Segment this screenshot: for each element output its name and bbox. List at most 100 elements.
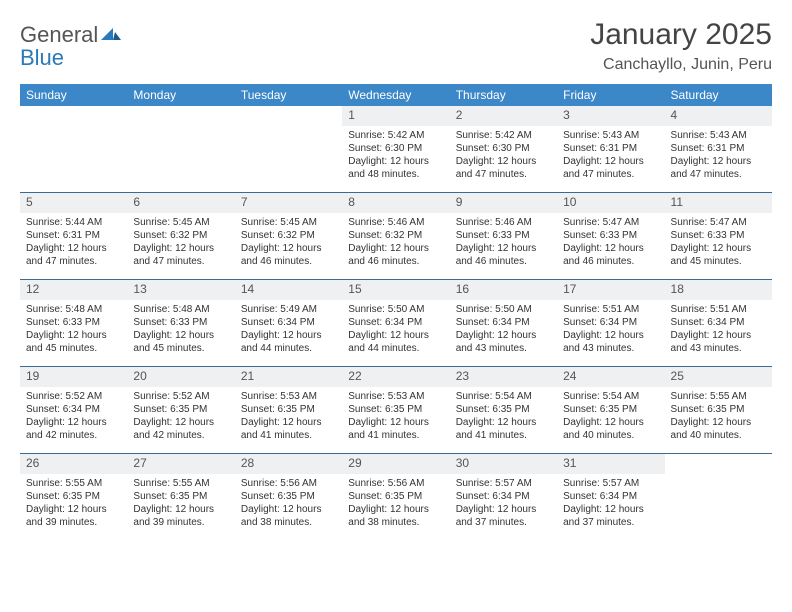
daylight-line: Daylight: 12 hours and 47 minutes. bbox=[563, 155, 658, 181]
daylight-line: Daylight: 12 hours and 46 minutes. bbox=[241, 242, 336, 268]
calendar-day bbox=[127, 106, 234, 192]
calendar-day: 25Sunrise: 5:55 AMSunset: 6:35 PMDayligh… bbox=[665, 367, 772, 453]
calendar-day: 29 Sunrise: 5:56 AMSunset: 6:35 PMDayligh… bbox=[342, 454, 449, 540]
calendar-day: 6 Sunrise: 5:45 AMSunset: 6:32 PMDaylight… bbox=[127, 193, 234, 279]
sunrise-line: Sunrise: 5:57 AM bbox=[456, 477, 551, 490]
calendar-day: 10 Sunrise: 5:47 AMSunset: 6:33 PMDayligh… bbox=[557, 193, 664, 279]
header: General Blue January 2025 Canchayllo, Ju… bbox=[20, 18, 772, 74]
day-details: Sunrise: 5:56 AMSunset: 6:35 PMDaylight:… bbox=[342, 477, 449, 529]
day-number: 5 bbox=[20, 193, 127, 213]
sunset-line: Sunset: 6:33 PM bbox=[133, 316, 228, 329]
daylight-line: Daylight: 12 hours and 45 minutes. bbox=[671, 242, 766, 268]
daylight-line: Daylight: 12 hours and 46 minutes. bbox=[348, 242, 443, 268]
sunset-line: Sunset: 6:31 PM bbox=[26, 229, 121, 242]
calendar-day: 27Sunrise: 5:55 AMSunset: 6:35 PMDayligh… bbox=[127, 454, 234, 540]
sunset-line: Sunset: 6:33 PM bbox=[563, 229, 658, 242]
sunrise-line: Sunrise: 5:50 AM bbox=[348, 303, 443, 316]
day-details: Sunrise: 5:52 AMSunset: 6:34 PMDaylight:… bbox=[20, 390, 127, 442]
calendar-day: 3Sunrise: 5:43 AMSunset: 6:31 PMDaylight… bbox=[557, 106, 664, 192]
day-details: Sunrise: 5:45 AMSunset: 6:32 PMDaylight:… bbox=[127, 216, 234, 268]
daylight-line: Daylight: 12 hours and 46 minutes. bbox=[456, 242, 551, 268]
daylight-line: Daylight: 12 hours and 41 minutes. bbox=[241, 416, 336, 442]
weekday-header: Saturday bbox=[665, 84, 772, 106]
daylight-line: Daylight: 12 hours and 44 minutes. bbox=[241, 329, 336, 355]
sunrise-line: Sunrise: 5:43 AM bbox=[563, 129, 658, 142]
calendar-day: 13Sunrise: 5:48 AMSunset: 6:33 PMDayligh… bbox=[127, 280, 234, 366]
day-details: Sunrise: 5:54 AMSunset: 6:35 PMDaylight:… bbox=[450, 390, 557, 442]
logo-text: General Blue bbox=[20, 24, 121, 70]
daylight-line: Daylight: 12 hours and 38 minutes. bbox=[348, 503, 443, 529]
sunrise-line: Sunrise: 5:57 AM bbox=[563, 477, 658, 490]
daylight-line: Daylight: 12 hours and 42 minutes. bbox=[26, 416, 121, 442]
sunset-line: Sunset: 6:34 PM bbox=[348, 316, 443, 329]
day-number: 14 bbox=[235, 280, 342, 300]
day-number: 15 bbox=[342, 280, 449, 300]
day-number: 23 bbox=[450, 367, 557, 387]
sunrise-line: Sunrise: 5:53 AM bbox=[348, 390, 443, 403]
daylight-line: Daylight: 12 hours and 47 minutes. bbox=[133, 242, 228, 268]
calendar-day bbox=[20, 106, 127, 192]
calendar-week: 5 Sunrise: 5:44 AMSunset: 6:31 PM Daylight… bbox=[20, 192, 772, 279]
sunrise-line: Sunrise: 5:54 AM bbox=[563, 390, 658, 403]
sunrise-line: Sunrise: 5:56 AM bbox=[348, 477, 443, 490]
day-details: Sunrise: 5:56 AMSunset: 6:35 PMDaylight:… bbox=[235, 477, 342, 529]
sunset-line: Sunset: 6:34 PM bbox=[563, 316, 658, 329]
day-number: 10 bbox=[557, 193, 664, 213]
daylight-line: Daylight: 12 hours and 41 minutes. bbox=[348, 416, 443, 442]
sunset-line: Sunset: 6:33 PM bbox=[26, 316, 121, 329]
calendar-day: 4Sunrise: 5:43 AMSunset: 6:31 PMDaylight… bbox=[665, 106, 772, 192]
sunrise-line: Sunrise: 5:47 AM bbox=[563, 216, 658, 229]
calendar-day: 30Sunrise: 5:57 AMSunset: 6:34 PMDayligh… bbox=[450, 454, 557, 540]
calendar-day: 21Sunrise: 5:53 AMSunset: 6:35 PMDayligh… bbox=[235, 367, 342, 453]
day-details: Sunrise: 5:50 AMSunset: 6:34 PMDaylight:… bbox=[450, 303, 557, 355]
day-number: 26 bbox=[20, 454, 127, 474]
day-number: 7 bbox=[235, 193, 342, 213]
logo-word2: Blue bbox=[20, 45, 64, 70]
weekday-header: Thursday bbox=[450, 84, 557, 106]
sunset-line: Sunset: 6:35 PM bbox=[241, 490, 336, 503]
month-title: January 2025 bbox=[590, 18, 772, 52]
day-details: Sunrise: 5:47 AMSunset: 6:33 PMDaylight:… bbox=[557, 216, 664, 268]
calendar-week: 26Sunrise: 5:55 AMSunset: 6:35 PMDayligh… bbox=[20, 453, 772, 540]
sunset-line: Sunset: 6:34 PM bbox=[241, 316, 336, 329]
daylight-line: Daylight: 12 hours and 43 minutes. bbox=[671, 329, 766, 355]
logo: General Blue bbox=[20, 18, 121, 70]
calendar-week: 19Sunrise: 5:52 AMSunset: 6:34 PMDayligh… bbox=[20, 366, 772, 453]
daylight-line: Daylight: 12 hours and 47 minutes. bbox=[456, 155, 551, 181]
weekday-header: Monday bbox=[127, 84, 234, 106]
sunset-line: Sunset: 6:35 PM bbox=[671, 403, 766, 416]
daylight-line: Daylight: 12 hours and 44 minutes. bbox=[348, 329, 443, 355]
day-number: 8 bbox=[342, 193, 449, 213]
sunset-line: Sunset: 6:32 PM bbox=[348, 229, 443, 242]
sunset-line: Sunset: 6:32 PM bbox=[133, 229, 228, 242]
calendar-day: 17Sunrise: 5:51 AMSunset: 6:34 PMDayligh… bbox=[557, 280, 664, 366]
day-details: Sunrise: 5:48 AMSunset: 6:33 PMDaylight:… bbox=[127, 303, 234, 355]
calendar-day: 23 Sunrise: 5:54 AMSunset: 6:35 PMDayligh… bbox=[450, 367, 557, 453]
calendar-day: 2Sunrise: 5:42 AMSunset: 6:30 PMDaylight… bbox=[450, 106, 557, 192]
daylight-line: Daylight: 12 hours and 40 minutes. bbox=[671, 416, 766, 442]
calendar-day: 28Sunrise: 5:56 AMSunset: 6:35 PMDayligh… bbox=[235, 454, 342, 540]
day-number: 6 bbox=[127, 193, 234, 213]
day-details: Sunrise: 5:50 AMSunset: 6:34 PMDaylight:… bbox=[342, 303, 449, 355]
day-number: 29 bbox=[342, 454, 449, 474]
day-details: Sunrise: 5:54 AMSunset: 6:35 PMDaylight:… bbox=[557, 390, 664, 442]
calendar-day: 7Sunrise: 5:45 AMSunset: 6:32 PMDaylight… bbox=[235, 193, 342, 279]
sunset-line: Sunset: 6:35 PM bbox=[133, 403, 228, 416]
day-details: Sunrise: 5:57 AMSunset: 6:34 PMDaylight:… bbox=[557, 477, 664, 529]
sunrise-line: Sunrise: 5:55 AM bbox=[133, 477, 228, 490]
sunset-line: Sunset: 6:35 PM bbox=[348, 403, 443, 416]
location: Canchayllo, Junin, Peru bbox=[590, 56, 772, 74]
daylight-line: Daylight: 12 hours and 47 minutes. bbox=[671, 155, 766, 181]
sunset-line: Sunset: 6:35 PM bbox=[133, 490, 228, 503]
weekday-header: Wednesday bbox=[342, 84, 449, 106]
sunset-line: Sunset: 6:35 PM bbox=[26, 490, 121, 503]
day-number: 9 bbox=[450, 193, 557, 213]
sunset-line: Sunset: 6:32 PM bbox=[241, 229, 336, 242]
day-details: Sunrise: 5:42 AMSunset: 6:30 PMDaylight:… bbox=[450, 129, 557, 181]
daylight-line: Daylight: 12 hours and 39 minutes. bbox=[133, 503, 228, 529]
calendar-week: 1Sunrise: 5:42 AMSunset: 6:30 PMDaylight… bbox=[20, 106, 772, 192]
sunrise-line: Sunrise: 5:50 AM bbox=[456, 303, 551, 316]
sunset-line: Sunset: 6:34 PM bbox=[671, 316, 766, 329]
day-number: 31 bbox=[557, 454, 664, 474]
sunrise-line: Sunrise: 5:44 AM bbox=[26, 216, 121, 229]
